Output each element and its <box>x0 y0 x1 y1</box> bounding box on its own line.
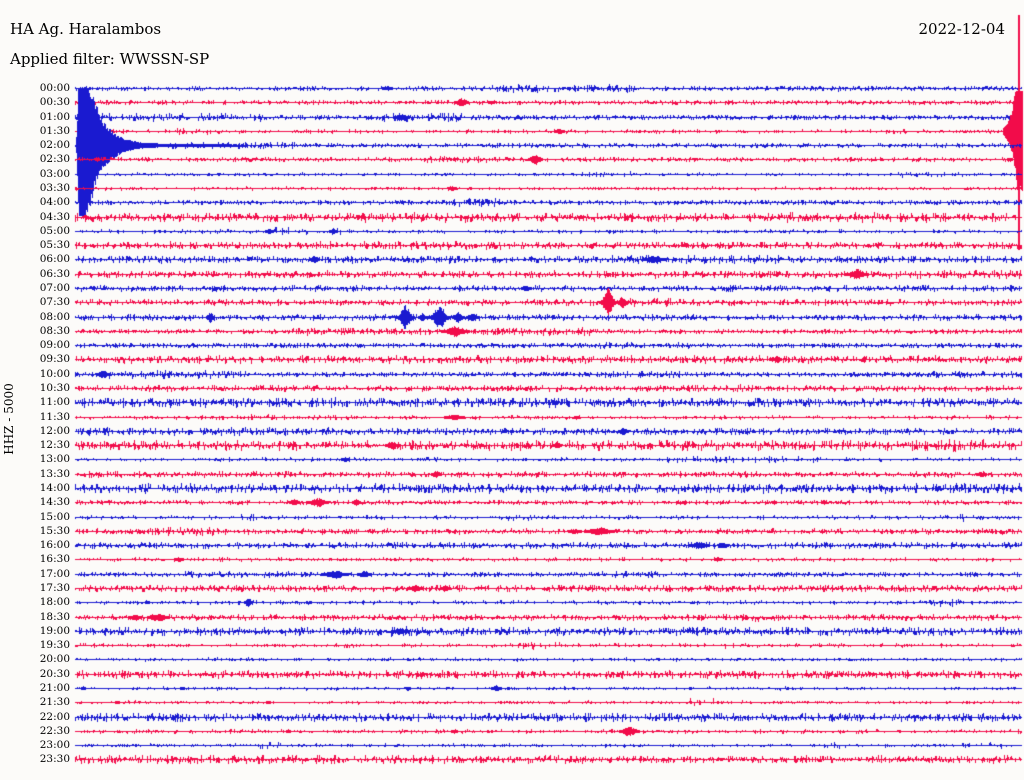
time-label: 03:00 <box>39 168 70 180</box>
time-label: 09:30 <box>39 353 70 365</box>
time-label: 12:30 <box>39 439 70 451</box>
time-label: 14:00 <box>39 482 70 494</box>
time-label: 13:00 <box>39 453 70 465</box>
time-label: 10:00 <box>39 368 70 380</box>
time-label: 09:00 <box>39 339 70 351</box>
time-label: 07:00 <box>39 282 70 294</box>
time-label: 23:30 <box>39 753 70 765</box>
time-label: 01:00 <box>39 111 70 123</box>
time-label: 05:00 <box>39 225 70 237</box>
time-label: 04:00 <box>39 196 70 208</box>
time-label: 00:30 <box>39 96 70 108</box>
time-label: 02:30 <box>39 153 70 165</box>
time-label: 16:30 <box>39 553 70 565</box>
time-label: 19:00 <box>39 625 70 637</box>
time-label: 01:30 <box>39 125 70 137</box>
time-label: 00:00 <box>39 82 70 94</box>
time-label: 04:30 <box>39 211 70 223</box>
time-label: 23:00 <box>39 739 70 751</box>
time-label: 18:00 <box>39 596 70 608</box>
time-label: 19:30 <box>39 639 70 651</box>
time-label: 05:30 <box>39 239 70 251</box>
time-label: 14:30 <box>39 496 70 508</box>
time-label: 13:30 <box>39 468 70 480</box>
time-label: 11:00 <box>39 396 70 408</box>
time-label: 21:30 <box>39 696 70 708</box>
time-label: 20:00 <box>39 653 70 665</box>
time-label: 16:00 <box>39 539 70 551</box>
time-label: 03:30 <box>39 182 70 194</box>
time-label: 06:00 <box>39 253 70 265</box>
time-label: 06:30 <box>39 268 70 280</box>
time-label: 08:30 <box>39 325 70 337</box>
time-label: 15:30 <box>39 525 70 537</box>
time-label: 17:30 <box>39 582 70 594</box>
time-label: 11:30 <box>39 411 70 423</box>
time-label: 21:00 <box>39 682 70 694</box>
time-label: 08:00 <box>39 311 70 323</box>
time-label: 17:00 <box>39 568 70 580</box>
time-label: 02:00 <box>39 139 70 151</box>
time-label: 10:30 <box>39 382 70 394</box>
time-label: 12:00 <box>39 425 70 437</box>
time-label: 20:30 <box>39 668 70 680</box>
time-label: 07:30 <box>39 296 70 308</box>
time-label: 22:00 <box>39 711 70 723</box>
time-label: 18:30 <box>39 611 70 623</box>
time-label: 15:00 <box>39 511 70 523</box>
time-label: 22:30 <box>39 725 70 737</box>
